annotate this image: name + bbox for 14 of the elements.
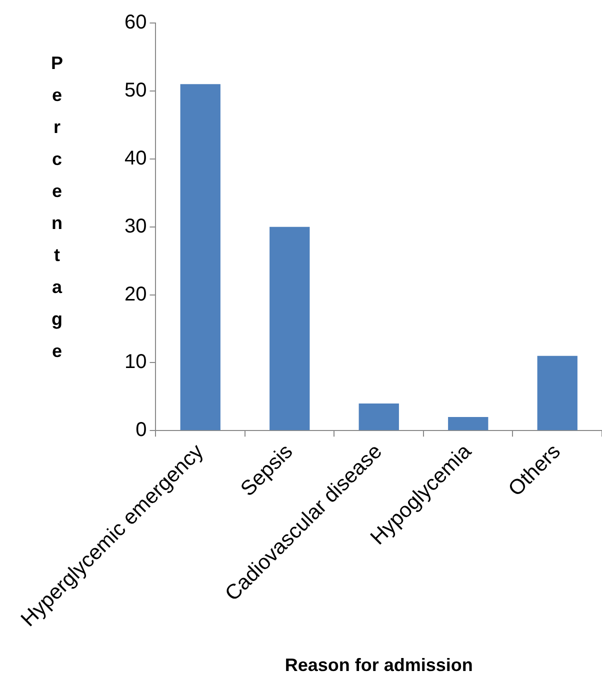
y-tick-label: 0 xyxy=(136,419,147,442)
bar xyxy=(358,403,399,430)
bar xyxy=(180,84,220,430)
y-tick-label: 40 xyxy=(124,147,147,170)
y-tick-label: 10 xyxy=(124,351,147,374)
y-tick-label: 20 xyxy=(124,283,147,306)
bar xyxy=(270,226,310,430)
bar xyxy=(537,356,578,430)
y-tick-label: 60 xyxy=(124,12,147,34)
y-tick-label: 30 xyxy=(124,215,147,238)
x-axis-title: Reason for admission xyxy=(284,655,473,676)
bar xyxy=(448,417,488,430)
y-axis-title: Percentage xyxy=(47,53,67,373)
y-tick-label: 50 xyxy=(124,79,147,102)
